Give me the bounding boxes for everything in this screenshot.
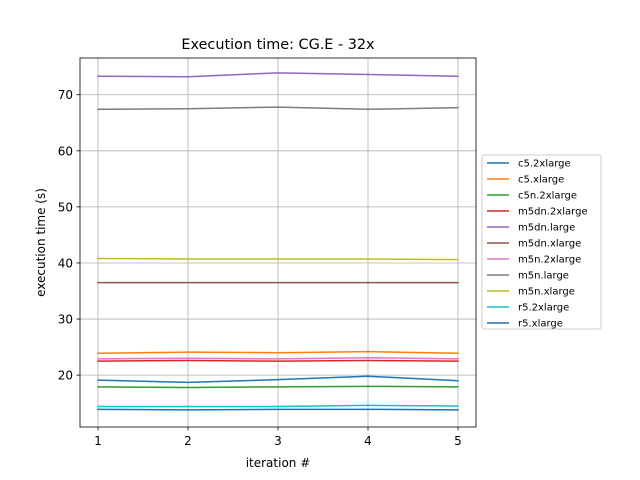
gridlines — [80, 58, 476, 427]
x-tick-label: 5 — [454, 434, 462, 448]
legend-items: c5.2xlarge c5.xlarge c5n.2xlarge m5dn.2xlar… — [487, 159, 588, 330]
x-tick-label: 4 — [364, 434, 372, 448]
legend-label: m5n.large — [518, 271, 569, 282]
x-tick-label: 1 — [94, 434, 102, 448]
series-line-r5-xlarge — [97, 408, 459, 411]
plot-area — [79, 57, 477, 428]
y-tick-label: 50 — [58, 200, 73, 214]
legend-label: m5n.xlarge — [518, 287, 575, 298]
legend-label: m5dn.2xlarge — [518, 207, 588, 218]
series-line-c5n-2xlarge — [97, 385, 459, 389]
legend-label: m5n.2xlarge — [518, 255, 581, 266]
series-line-m5n-xlarge — [97, 257, 459, 261]
series-line-m5n-2xlarge — [97, 356, 459, 360]
legend-label: c5.xlarge — [518, 175, 564, 186]
y-tick-label: 20 — [58, 369, 73, 383]
legend-label: c5n.2xlarge — [518, 191, 577, 202]
legend-label: r5.2xlarge — [518, 303, 569, 314]
legend-label: m5dn.large — [518, 223, 575, 234]
series-line-c5-2xlarge — [97, 375, 459, 384]
legend-box — [481, 154, 602, 330]
legend-label: m5dn.xlarge — [518, 239, 581, 250]
x-axis-label: iteration # — [246, 456, 311, 470]
series-line-c5-xlarge — [97, 350, 459, 355]
series-line-m5dn-2xlarge — [97, 359, 459, 362]
x-axis: 1 2 3 4 5 — [94, 427, 462, 448]
y-tick-label: 30 — [58, 313, 73, 327]
x-tick-label: 2 — [184, 434, 192, 448]
series-line-r5-2xlarge — [97, 404, 459, 408]
x-tick-label: 3 — [274, 434, 282, 448]
legend: c5.2xlarge c5.xlarge c5n.2xlarge m5dn.2xlar… — [481, 154, 602, 330]
y-axis: 20 30 40 50 60 70 — [58, 88, 80, 383]
y-tick-label: 70 — [58, 88, 73, 102]
series-line-m5dn-large — [97, 72, 459, 78]
chart-title: Execution time: CG.E - 32x — [181, 37, 375, 53]
legend-label: c5.2xlarge — [518, 159, 571, 170]
legend-label: r5.xlarge — [518, 319, 563, 330]
y-tick-label: 40 — [58, 256, 73, 270]
y-tick-label: 60 — [58, 144, 73, 158]
y-axis-label: execution time (s) — [34, 188, 48, 297]
series-line-m5n-large — [97, 106, 459, 111]
series-lines — [97, 72, 459, 411]
